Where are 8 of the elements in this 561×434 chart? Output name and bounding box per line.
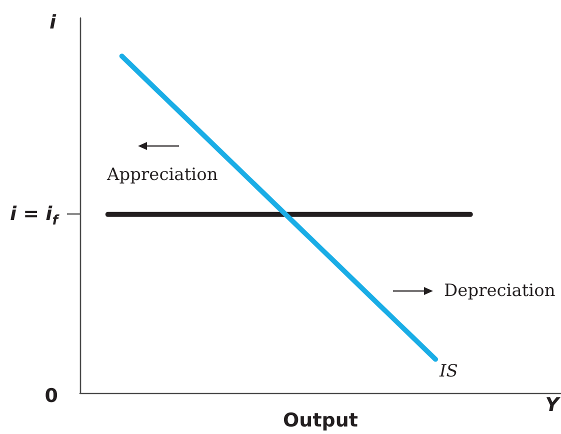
y-axis-title: i (49, 12, 56, 34)
text: Y (545, 394, 559, 416)
annotation: Appreciation (107, 164, 218, 186)
series-label: IS (438, 361, 458, 382)
text: 0 (44, 385, 58, 407)
annotation: Depreciation (444, 280, 556, 302)
text: i = i$_{f}$ (10, 203, 58, 229)
x-axis-title: Output (283, 410, 358, 432)
